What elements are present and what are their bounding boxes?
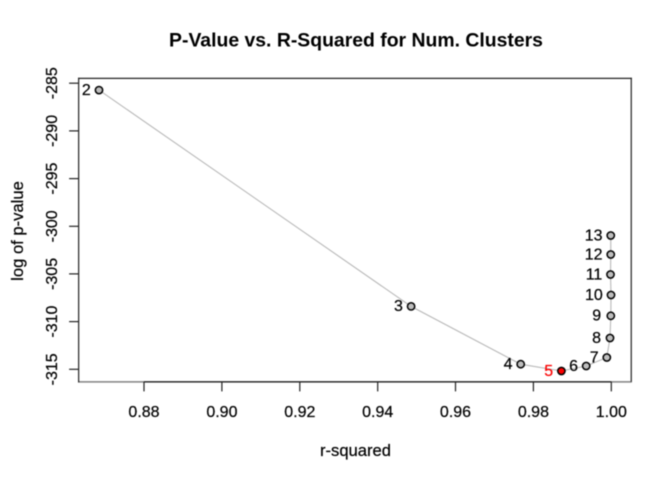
svg-text:-310: -310 (44, 305, 61, 337)
svg-text:-285: -285 (44, 67, 61, 99)
svg-text:8: 8 (592, 330, 601, 347)
svg-text:-315: -315 (44, 353, 61, 385)
svg-text:-295: -295 (44, 162, 61, 194)
svg-text:0.92: 0.92 (284, 404, 315, 421)
svg-text:3: 3 (394, 298, 403, 315)
svg-text:0.96: 0.96 (440, 404, 471, 421)
svg-text:-305: -305 (44, 258, 61, 290)
svg-text:10: 10 (585, 287, 603, 304)
svg-text:0.88: 0.88 (128, 404, 159, 421)
svg-text:0.90: 0.90 (206, 404, 237, 421)
svg-text:1.00: 1.00 (596, 404, 627, 421)
svg-text:0.94: 0.94 (362, 404, 393, 421)
svg-text:11: 11 (586, 266, 603, 283)
svg-text:4: 4 (504, 356, 513, 373)
svg-text:P-Value vs. R-Squared for Num.: P-Value vs. R-Squared for Num. Clusters (169, 30, 543, 52)
svg-text:-290: -290 (44, 115, 61, 147)
svg-text:9: 9 (592, 308, 601, 325)
svg-text:13: 13 (585, 227, 603, 244)
svg-text:r-squared: r-squared (320, 441, 391, 460)
svg-text:log of p-value: log of p-value (8, 181, 27, 281)
svg-text:0.98: 0.98 (518, 404, 549, 421)
svg-text:7: 7 (590, 349, 599, 366)
svg-text:5: 5 (544, 363, 553, 380)
svg-text:6: 6 (569, 358, 578, 375)
svg-text:12: 12 (585, 246, 603, 263)
svg-text:-300: -300 (44, 210, 61, 242)
svg-text:2: 2 (82, 82, 91, 99)
